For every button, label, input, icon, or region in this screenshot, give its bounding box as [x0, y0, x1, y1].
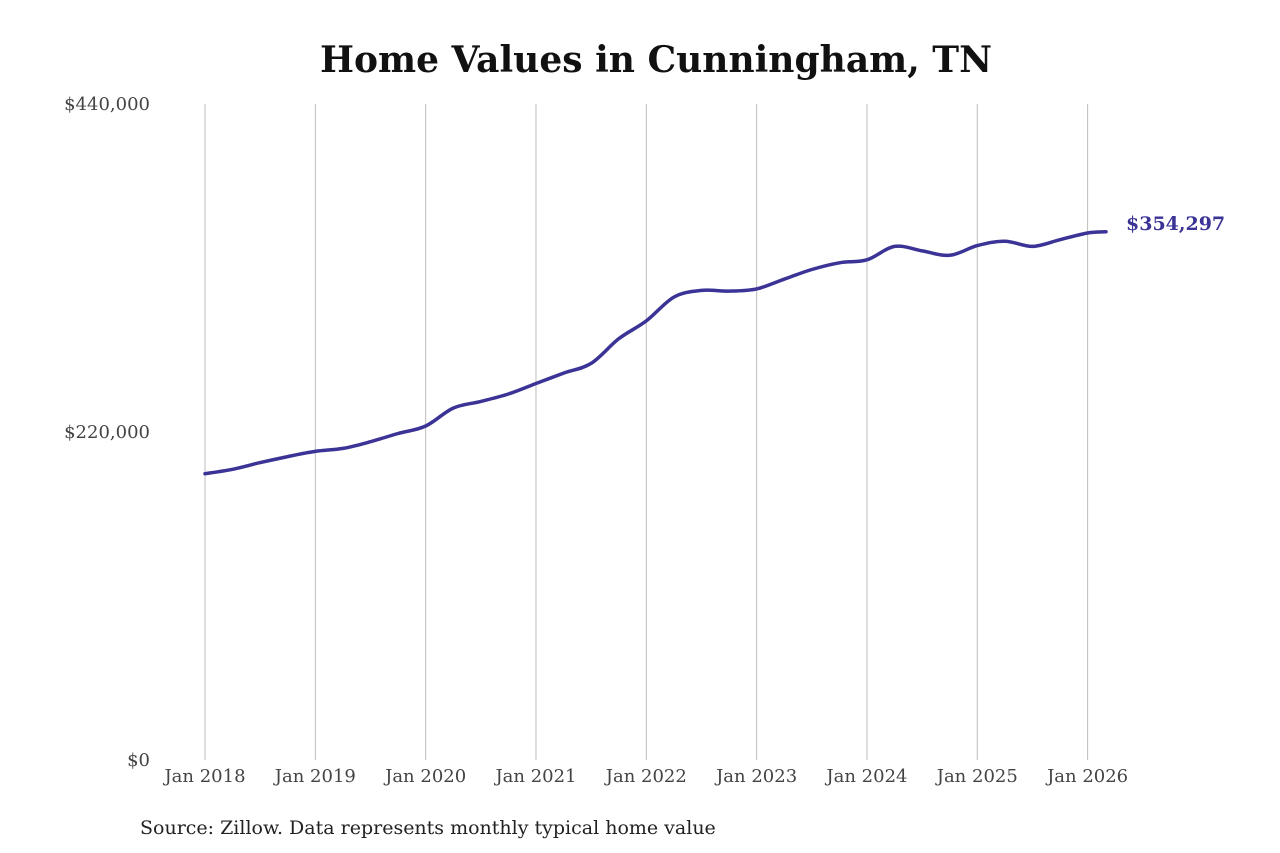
- source-note: Source: Zillow. Data represents monthly …: [140, 817, 716, 839]
- grid-layer: [204, 104, 1089, 760]
- x-tick-label: Jan 2025: [935, 766, 1018, 787]
- series-line: [203, 230, 1108, 476]
- series-layer: $354,297: [203, 213, 1225, 476]
- x-tick-label: Jan 2026: [1045, 766, 1128, 787]
- x-axis: Jan 2018 Jan 2019 Jan 2020 Jan 2021 Jan 2022…: [162, 766, 1128, 787]
- x-tick-label: Jan 2023: [714, 766, 797, 787]
- end-value-label: $354,297: [1126, 213, 1225, 235]
- y-tick-label: $440,000: [64, 94, 150, 115]
- chart-title: Home Values in Cunningham, TN: [320, 39, 992, 81]
- x-tick-label: Jan 2020: [383, 766, 466, 787]
- x-tick-label: Jan 2021: [493, 766, 576, 787]
- x-tick-label: Jan 2019: [273, 766, 356, 787]
- x-tick-label: Jan 2018: [162, 766, 245, 787]
- y-axis: $440,000 $220,000 $0: [64, 94, 150, 771]
- x-tick-label: Jan 2022: [604, 766, 687, 787]
- x-tick-label: Jan 2024: [824, 766, 907, 787]
- y-tick-label: $220,000: [64, 422, 150, 443]
- y-tick-label: $0: [127, 750, 150, 771]
